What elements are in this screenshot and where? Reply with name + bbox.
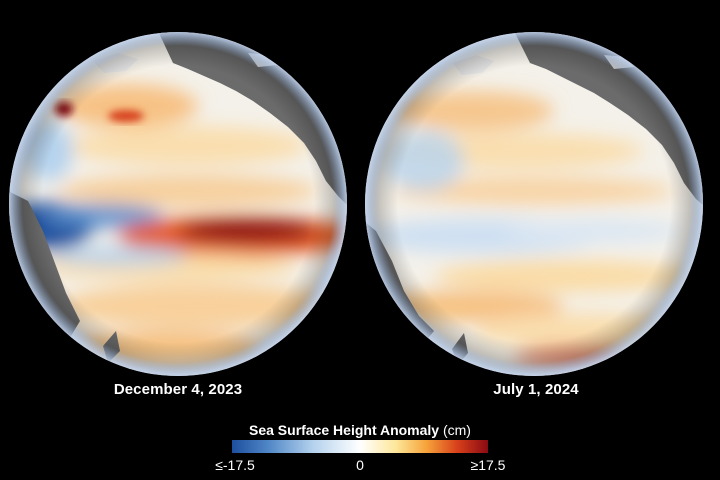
legend-title-text: Sea Surface Height Anomaly: [249, 422, 440, 438]
color-scale-bar: [232, 440, 488, 453]
globe-july-2024: [364, 31, 704, 377]
color-scale-gradient: [232, 440, 488, 453]
scale-max-label: ≥17.5: [470, 457, 506, 473]
legend-unit: (cm): [442, 422, 471, 438]
date-label-left: December 4, 2023: [113, 381, 243, 398]
scale-min-label: ≤-17.5: [215, 457, 255, 473]
scale-mid-label: 0: [356, 457, 364, 473]
legend-title: Sea Surface Height Anomaly (cm): [0, 422, 720, 438]
globe-map-december: [9, 32, 347, 376]
date-label-right: July 1, 2024: [493, 381, 579, 398]
globe-map-july: [365, 32, 703, 376]
globe-december-2023: [8, 31, 348, 377]
